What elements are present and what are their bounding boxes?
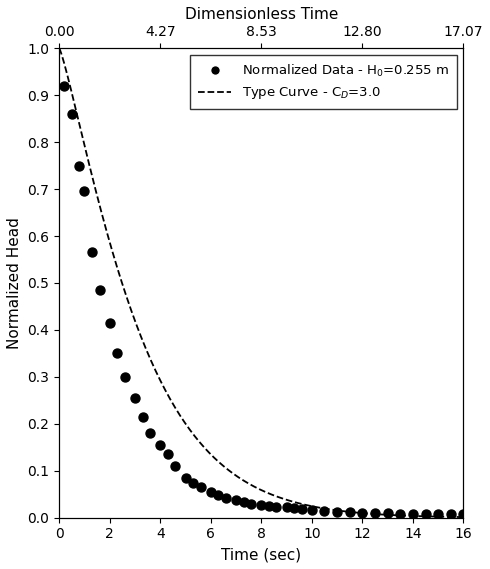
Normalized Data - H₀=0.255 m <box>247 499 255 508</box>
Normalized Data - H₀=0.255 m <box>396 509 404 518</box>
Normalized Data - H₀=0.255 m <box>232 496 240 505</box>
Normalized Data - H₀=0.255 m <box>434 509 442 518</box>
X-axis label: Time (sec): Time (sec) <box>221 547 301 562</box>
Line: Type Curve - Cᴅ=3.0: Type Curve - Cᴅ=3.0 <box>59 48 464 517</box>
Normalized Data - H₀=0.255 m <box>384 509 392 518</box>
Normalized Data - H₀=0.255 m <box>60 81 68 90</box>
Normalized Data - H₀=0.255 m <box>222 493 230 502</box>
Normalized Data - H₀=0.255 m <box>265 501 273 510</box>
Normalized Data - H₀=0.255 m <box>146 428 154 438</box>
Normalized Data - H₀=0.255 m <box>207 488 215 497</box>
Normalized Data - H₀=0.255 m <box>283 503 291 512</box>
Normalized Data - H₀=0.255 m <box>121 372 129 381</box>
Y-axis label: Normalized Head: Normalized Head <box>7 217 22 349</box>
Normalized Data - H₀=0.255 m <box>359 508 367 517</box>
Normalized Data - H₀=0.255 m <box>106 319 114 328</box>
Normalized Data - H₀=0.255 m <box>409 509 417 518</box>
Type Curve - Cᴅ=3.0 <box>248 481 254 488</box>
Normalized Data - H₀=0.255 m <box>113 349 121 358</box>
Normalized Data - H₀=0.255 m <box>421 509 429 518</box>
Normalized Data - H₀=0.255 m <box>240 498 247 507</box>
Normalized Data - H₀=0.255 m <box>346 508 354 517</box>
Normalized Data - H₀=0.255 m <box>257 501 265 510</box>
Normalized Data - H₀=0.255 m <box>172 461 179 471</box>
Normalized Data - H₀=0.255 m <box>308 505 316 514</box>
Normalized Data - H₀=0.255 m <box>298 505 306 514</box>
Type Curve - Cᴅ=3.0 <box>251 483 257 490</box>
X-axis label: Dimensionless Time: Dimensionless Time <box>185 7 338 22</box>
Normalized Data - H₀=0.255 m <box>182 473 190 483</box>
Type Curve - Cᴅ=3.0 <box>451 514 457 521</box>
Normalized Data - H₀=0.255 m <box>156 440 164 450</box>
Normalized Data - H₀=0.255 m <box>371 509 379 518</box>
Normalized Data - H₀=0.255 m <box>290 504 298 513</box>
Type Curve - Cᴅ=3.0 <box>275 493 281 500</box>
Normalized Data - H₀=0.255 m <box>460 510 467 519</box>
Type Curve - Cᴅ=3.0 <box>461 514 466 521</box>
Normalized Data - H₀=0.255 m <box>96 286 103 295</box>
Normalized Data - H₀=0.255 m <box>139 413 147 422</box>
Normalized Data - H₀=0.255 m <box>333 507 341 516</box>
Normalized Data - H₀=0.255 m <box>131 394 139 403</box>
Normalized Data - H₀=0.255 m <box>88 248 96 257</box>
Normalized Data - H₀=0.255 m <box>189 478 197 487</box>
Normalized Data - H₀=0.255 m <box>320 506 328 516</box>
Normalized Data - H₀=0.255 m <box>215 490 222 500</box>
Normalized Data - H₀=0.255 m <box>80 187 88 196</box>
Type Curve - Cᴅ=3.0 <box>297 500 303 507</box>
Normalized Data - H₀=0.255 m <box>447 509 455 518</box>
Type Curve - Cᴅ=3.0 <box>56 45 62 52</box>
Legend: Normalized Data - H$_0$=0.255 m, Type Curve - C$_D$=3.0: Normalized Data - H$_0$=0.255 m, Type Cu… <box>191 55 457 109</box>
Normalized Data - H₀=0.255 m <box>272 502 280 512</box>
Normalized Data - H₀=0.255 m <box>75 161 83 170</box>
Normalized Data - H₀=0.255 m <box>197 483 205 492</box>
Normalized Data - H₀=0.255 m <box>164 450 172 459</box>
Type Curve - Cᴅ=3.0 <box>388 512 393 518</box>
Normalized Data - H₀=0.255 m <box>68 109 76 118</box>
